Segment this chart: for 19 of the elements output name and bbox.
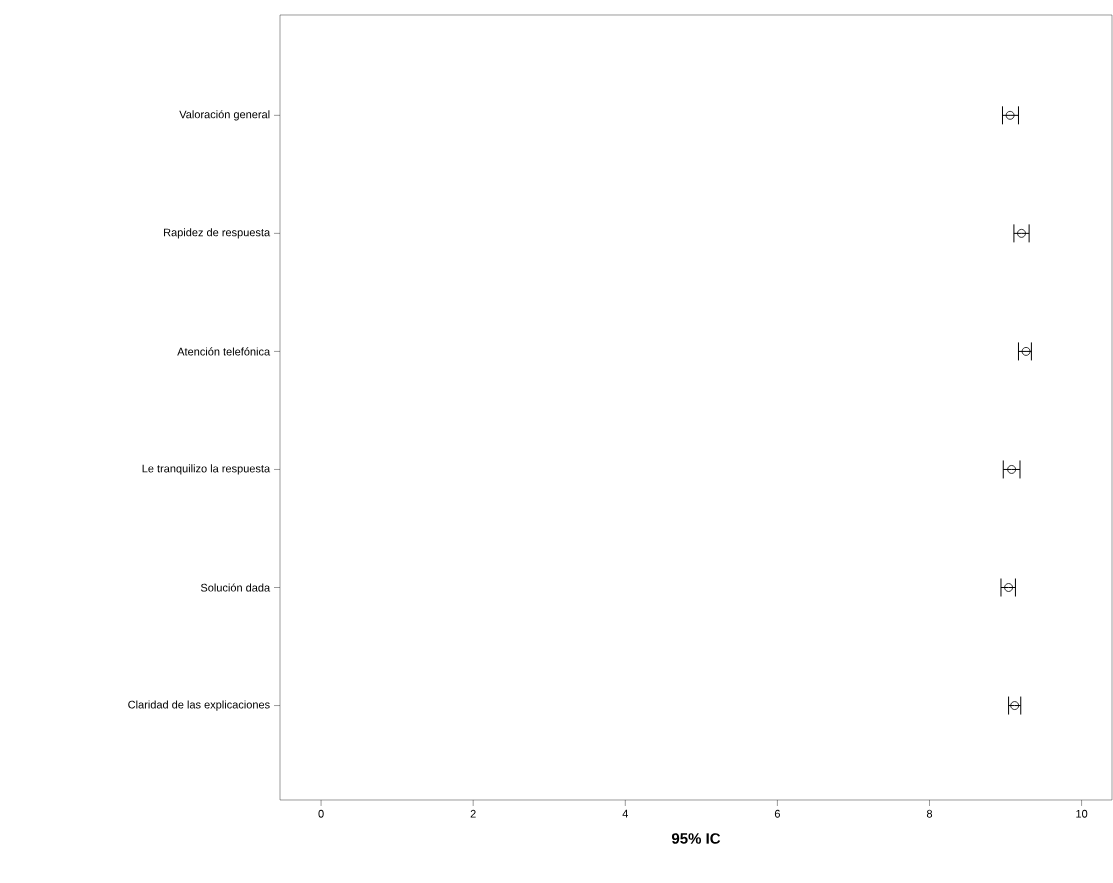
y-tick-label: Solución dada xyxy=(200,583,271,592)
point xyxy=(1005,110,1015,120)
y-tick-label: Le tranquilizo la respuesta xyxy=(142,464,271,475)
point xyxy=(1004,583,1013,592)
x-tick-label: 4 xyxy=(622,809,629,818)
y-tick-label: Rapidez de respuesta xyxy=(164,228,271,239)
point xyxy=(1021,347,1031,356)
x-tick-label: 0 xyxy=(318,809,324,818)
x-tick-label: 8 xyxy=(926,809,933,818)
y-tick-label: Atención telefónica xyxy=(177,347,271,356)
y-tick-label: Valoración general xyxy=(179,110,270,121)
x-tick-label: 6 xyxy=(774,809,780,818)
point xyxy=(1017,228,1026,238)
x-axis-title: 95% IC xyxy=(671,833,721,844)
y-tick-label: Claridad de las explicaciones xyxy=(128,700,270,711)
x-tick-label: 10 xyxy=(1076,809,1088,818)
x-tick-label: 2 xyxy=(470,809,476,818)
point xyxy=(1007,465,1017,474)
point xyxy=(1010,701,1020,710)
